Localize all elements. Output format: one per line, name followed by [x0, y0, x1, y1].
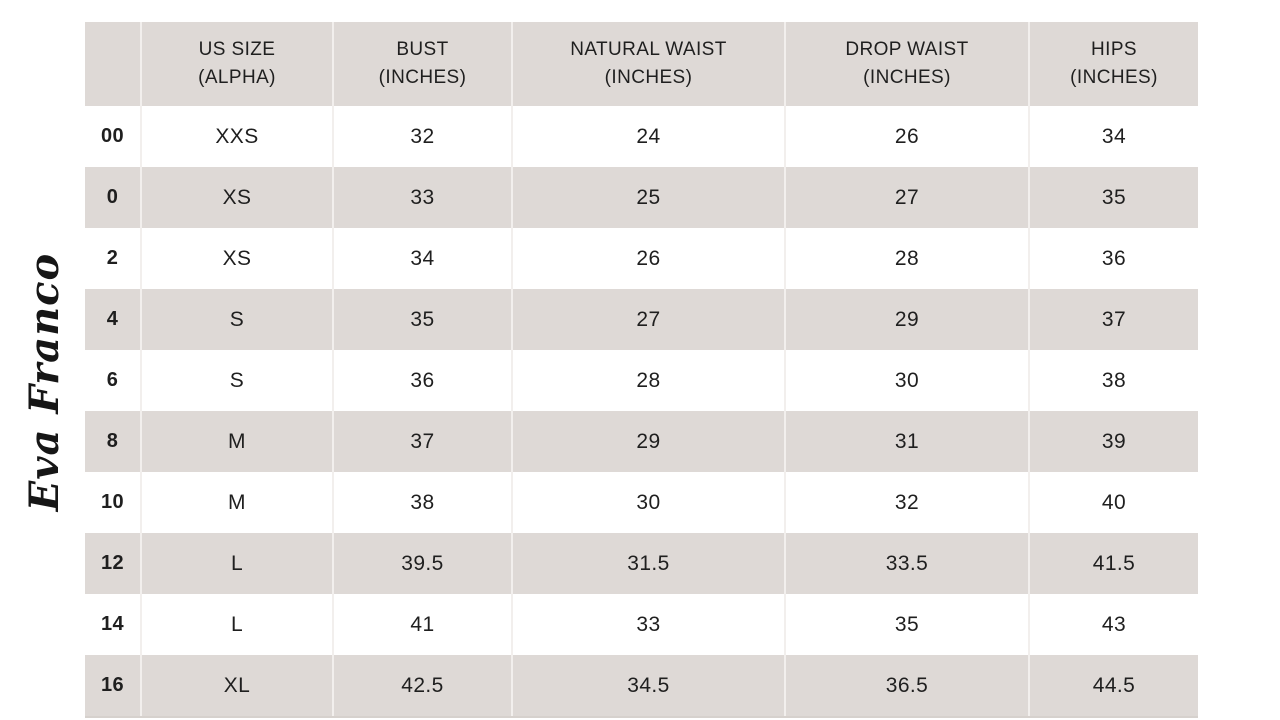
size-number-cell: 4 [85, 289, 142, 350]
measurement-cell: 30 [512, 472, 786, 533]
measurement-cell: 40 [1029, 472, 1198, 533]
measurement-cell: S [141, 289, 334, 350]
table-row: 00 XXS 32 24 26 34 [85, 106, 1198, 167]
measurement-cell: 28 [785, 228, 1030, 289]
header-row: US SIZE (ALPHA) BUST (INCHES) NATURAL WA… [85, 22, 1198, 106]
table-row: 10 M 38 30 32 40 [85, 472, 1198, 533]
measurement-cell: 39.5 [333, 533, 513, 594]
measurement-cell: XS [141, 228, 334, 289]
measurement-cell: 28 [512, 350, 786, 411]
measurement-cell: 33 [512, 594, 786, 655]
table-row: 2 XS 34 26 28 36 [85, 228, 1198, 289]
size-number-cell: 00 [85, 106, 142, 167]
measurement-cell: M [141, 472, 334, 533]
measurement-cell: 38 [333, 472, 513, 533]
measurement-cell: XXS [141, 106, 334, 167]
header-us-size-alpha: US SIZE (ALPHA) [141, 22, 334, 106]
measurement-cell: 34.5 [512, 655, 786, 718]
size-number-cell: 8 [85, 411, 142, 472]
measurement-cell: 27 [512, 289, 786, 350]
measurement-cell: 35 [785, 594, 1030, 655]
table-row: 6 S 36 28 30 38 [85, 350, 1198, 411]
measurement-cell: 31.5 [512, 533, 786, 594]
measurement-cell: L [141, 594, 334, 655]
size-number-cell: 0 [85, 167, 142, 228]
header-bust: BUST (INCHES) [333, 22, 513, 106]
table-header: US SIZE (ALPHA) BUST (INCHES) NATURAL WA… [85, 22, 1198, 106]
measurement-cell: 26 [785, 106, 1030, 167]
size-number-cell: 12 [85, 533, 142, 594]
measurement-cell: 26 [512, 228, 786, 289]
measurement-cell: 41 [333, 594, 513, 655]
size-number-cell: 2 [85, 228, 142, 289]
measurement-cell: 43 [1029, 594, 1198, 655]
measurement-cell: S [141, 350, 334, 411]
measurement-cell: 27 [785, 167, 1030, 228]
table-row: 8 M 37 29 31 39 [85, 411, 1198, 472]
header-natural-waist: NATURAL WAIST (INCHES) [512, 22, 786, 106]
brand-signature: Eva Franco [20, 252, 68, 512]
measurement-cell: 32 [785, 472, 1030, 533]
header-hips: HIPS (INCHES) [1029, 22, 1198, 106]
measurement-cell: 42.5 [333, 655, 513, 718]
header-drop-waist: DROP WAIST (INCHES) [785, 22, 1030, 106]
measurement-cell: XL [141, 655, 334, 718]
size-table-body: 00 XXS 32 24 26 34 0 XS 33 25 27 35 2 XS 34 26 28 36 4 S 35 2… [85, 106, 1198, 718]
measurement-cell: 36 [1029, 228, 1198, 289]
measurement-cell: 33.5 [785, 533, 1030, 594]
size-number-cell: 16 [85, 655, 142, 718]
measurement-cell: 29 [512, 411, 786, 472]
table-row: 0 XS 33 25 27 35 [85, 167, 1198, 228]
table-row: 16 XL 42.5 34.5 36.5 44.5 [85, 655, 1198, 718]
measurement-cell: 25 [512, 167, 786, 228]
measurement-cell: 41.5 [1029, 533, 1198, 594]
measurement-cell: 36 [333, 350, 513, 411]
size-number-cell: 10 [85, 472, 142, 533]
measurement-cell: XS [141, 167, 334, 228]
measurement-cell: 38 [1029, 350, 1198, 411]
table-row: 14 L 41 33 35 43 [85, 594, 1198, 655]
size-number-cell: 14 [85, 594, 142, 655]
measurement-cell: 31 [785, 411, 1030, 472]
measurement-cell: 34 [333, 228, 513, 289]
measurement-cell: 33 [333, 167, 513, 228]
measurement-cell: 36.5 [785, 655, 1030, 718]
measurement-cell: 44.5 [1029, 655, 1198, 718]
measurement-cell: 32 [333, 106, 513, 167]
measurement-cell: 39 [1029, 411, 1198, 472]
measurement-cell: 35 [333, 289, 513, 350]
measurement-cell: 30 [785, 350, 1030, 411]
measurement-cell: 34 [1029, 106, 1198, 167]
measurement-cell: 24 [512, 106, 786, 167]
table-row: 12 L 39.5 31.5 33.5 41.5 [85, 533, 1198, 594]
measurement-cell: 37 [333, 411, 513, 472]
measurement-cell: L [141, 533, 334, 594]
size-number-cell: 6 [85, 350, 142, 411]
size-chart-table: US SIZE (ALPHA) BUST (INCHES) NATURAL WA… [85, 22, 1198, 718]
measurement-cell: 29 [785, 289, 1030, 350]
measurement-cell: 37 [1029, 289, 1198, 350]
header-size-number [85, 22, 142, 106]
table-row: 4 S 35 27 29 37 [85, 289, 1198, 350]
measurement-cell: 35 [1029, 167, 1198, 228]
measurement-cell: M [141, 411, 334, 472]
